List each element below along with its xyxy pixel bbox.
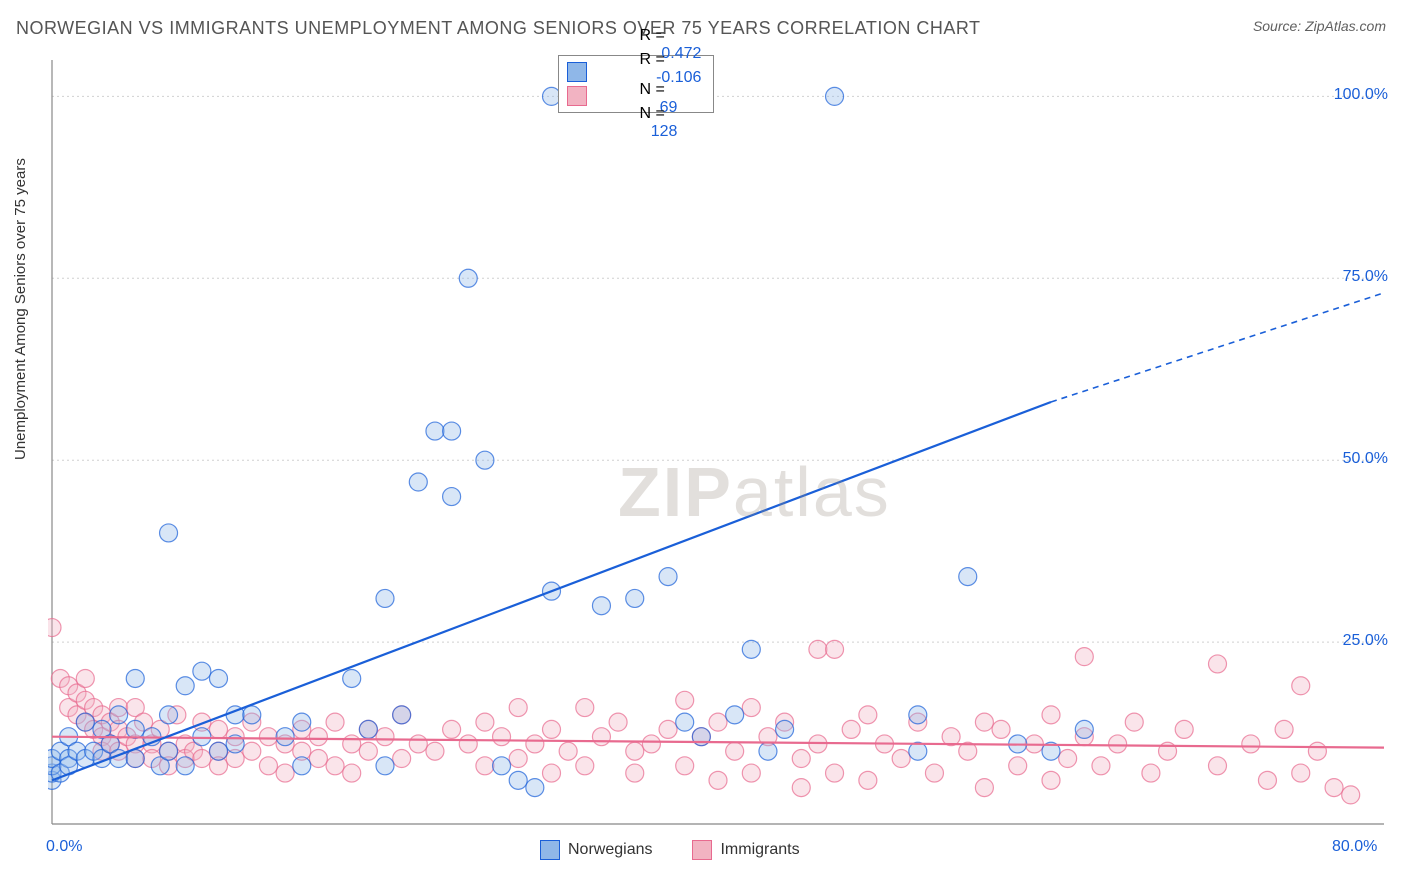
legend-swatch-immigrants-icon — [692, 840, 712, 860]
legend-item-immigrants: Immigrants — [692, 840, 799, 860]
plot-area: R = 0.472 N = 69 R = -0.106 N = 128 — [48, 52, 1388, 832]
y-tick-label: 75.0% — [1343, 268, 1388, 286]
legend-item-norwegians: Norwegians — [540, 840, 652, 860]
source-attribution: Source: ZipAtlas.com — [1253, 18, 1386, 34]
y-tick-label: 25.0% — [1343, 632, 1388, 650]
legend-label-immigrants: Immigrants — [720, 841, 799, 859]
correlation-chart: NORWEGIAN VS IMMIGRANTS UNEMPLOYMENT AMO… — [0, 0, 1406, 892]
legend-swatch-norwegians-icon — [540, 840, 560, 860]
y-tick-label: 50.0% — [1343, 450, 1388, 468]
x-tick-label: 0.0% — [46, 838, 82, 856]
y-axis-label: Unemployment Among Seniors over 75 years — [12, 158, 29, 460]
y-tick-label: 100.0% — [1334, 86, 1388, 104]
legend-swatch-immigrants — [567, 86, 587, 106]
x-tick-label: 80.0% — [1332, 838, 1377, 856]
r-label: R = — [639, 51, 664, 68]
legend-swatch-norwegians — [567, 62, 587, 82]
r-value-immigrants: -0.106 — [639, 69, 701, 87]
legend-label-norwegians: Norwegians — [568, 841, 652, 859]
n-value-immigrants: 128 — [639, 123, 677, 141]
n-label: N = — [639, 105, 664, 122]
legend-text-immigrants: R = -0.106 N = 128 — [595, 33, 701, 159]
correlation-legend: R = 0.472 N = 69 R = -0.106 N = 128 — [558, 55, 714, 113]
chart-title: NORWEGIAN VS IMMIGRANTS UNEMPLOYMENT AMO… — [16, 18, 981, 39]
series-legend: Norwegians Immigrants — [540, 840, 800, 860]
legend-row-immigrants: R = -0.106 N = 128 — [567, 84, 701, 108]
plot-svg — [48, 52, 1388, 832]
